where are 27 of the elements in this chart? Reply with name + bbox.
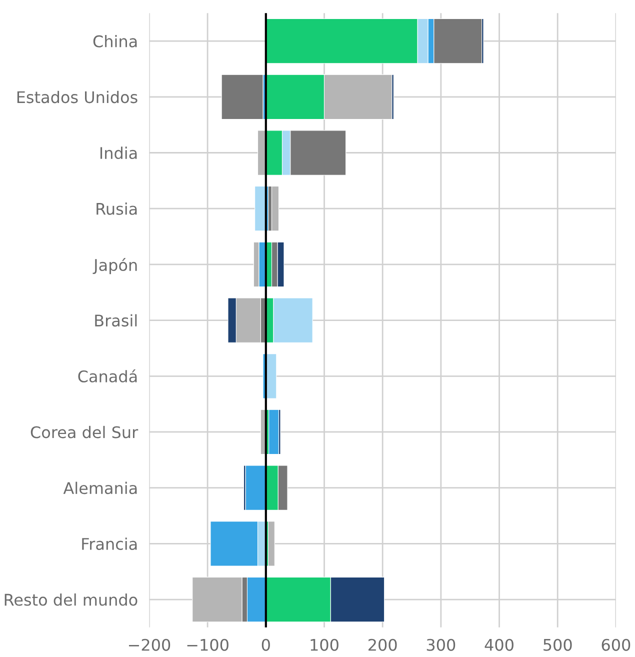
y-tick-label: Corea del Sur <box>30 426 138 438</box>
bar <box>271 186 280 232</box>
y-tick-label: Alemania <box>63 482 137 494</box>
x-tick-label: 600 <box>602 638 630 651</box>
x-tick-label: 100 <box>310 638 338 651</box>
x-tick-label: 300 <box>426 638 456 651</box>
x-tick-label: 200 <box>368 638 397 651</box>
x-tick-label: 500 <box>544 638 572 651</box>
bar <box>245 465 266 510</box>
bar <box>221 74 264 120</box>
y-tick-label: Francia <box>82 538 137 550</box>
y-tick-label: China <box>93 34 137 48</box>
y-tick-label: Rusia <box>96 202 137 215</box>
y-tick-label: Japón <box>92 258 137 274</box>
bar <box>268 409 280 455</box>
y-tick-label: India <box>100 146 137 160</box>
x-tick-label: 0 <box>262 638 270 651</box>
bar <box>246 576 266 622</box>
x-tick-label: 400 <box>484 638 514 651</box>
y-tick-label: Resto del mundo <box>4 593 138 606</box>
bar <box>254 186 266 232</box>
x-tick-label: −200 <box>128 638 170 651</box>
y-tick-label: Brasil <box>95 314 137 327</box>
y-tick-label: Canadá <box>78 369 137 382</box>
y-tick-label: Estados Unidos <box>17 90 138 104</box>
x-tick-label: −100 <box>187 638 228 651</box>
bar <box>268 521 275 566</box>
